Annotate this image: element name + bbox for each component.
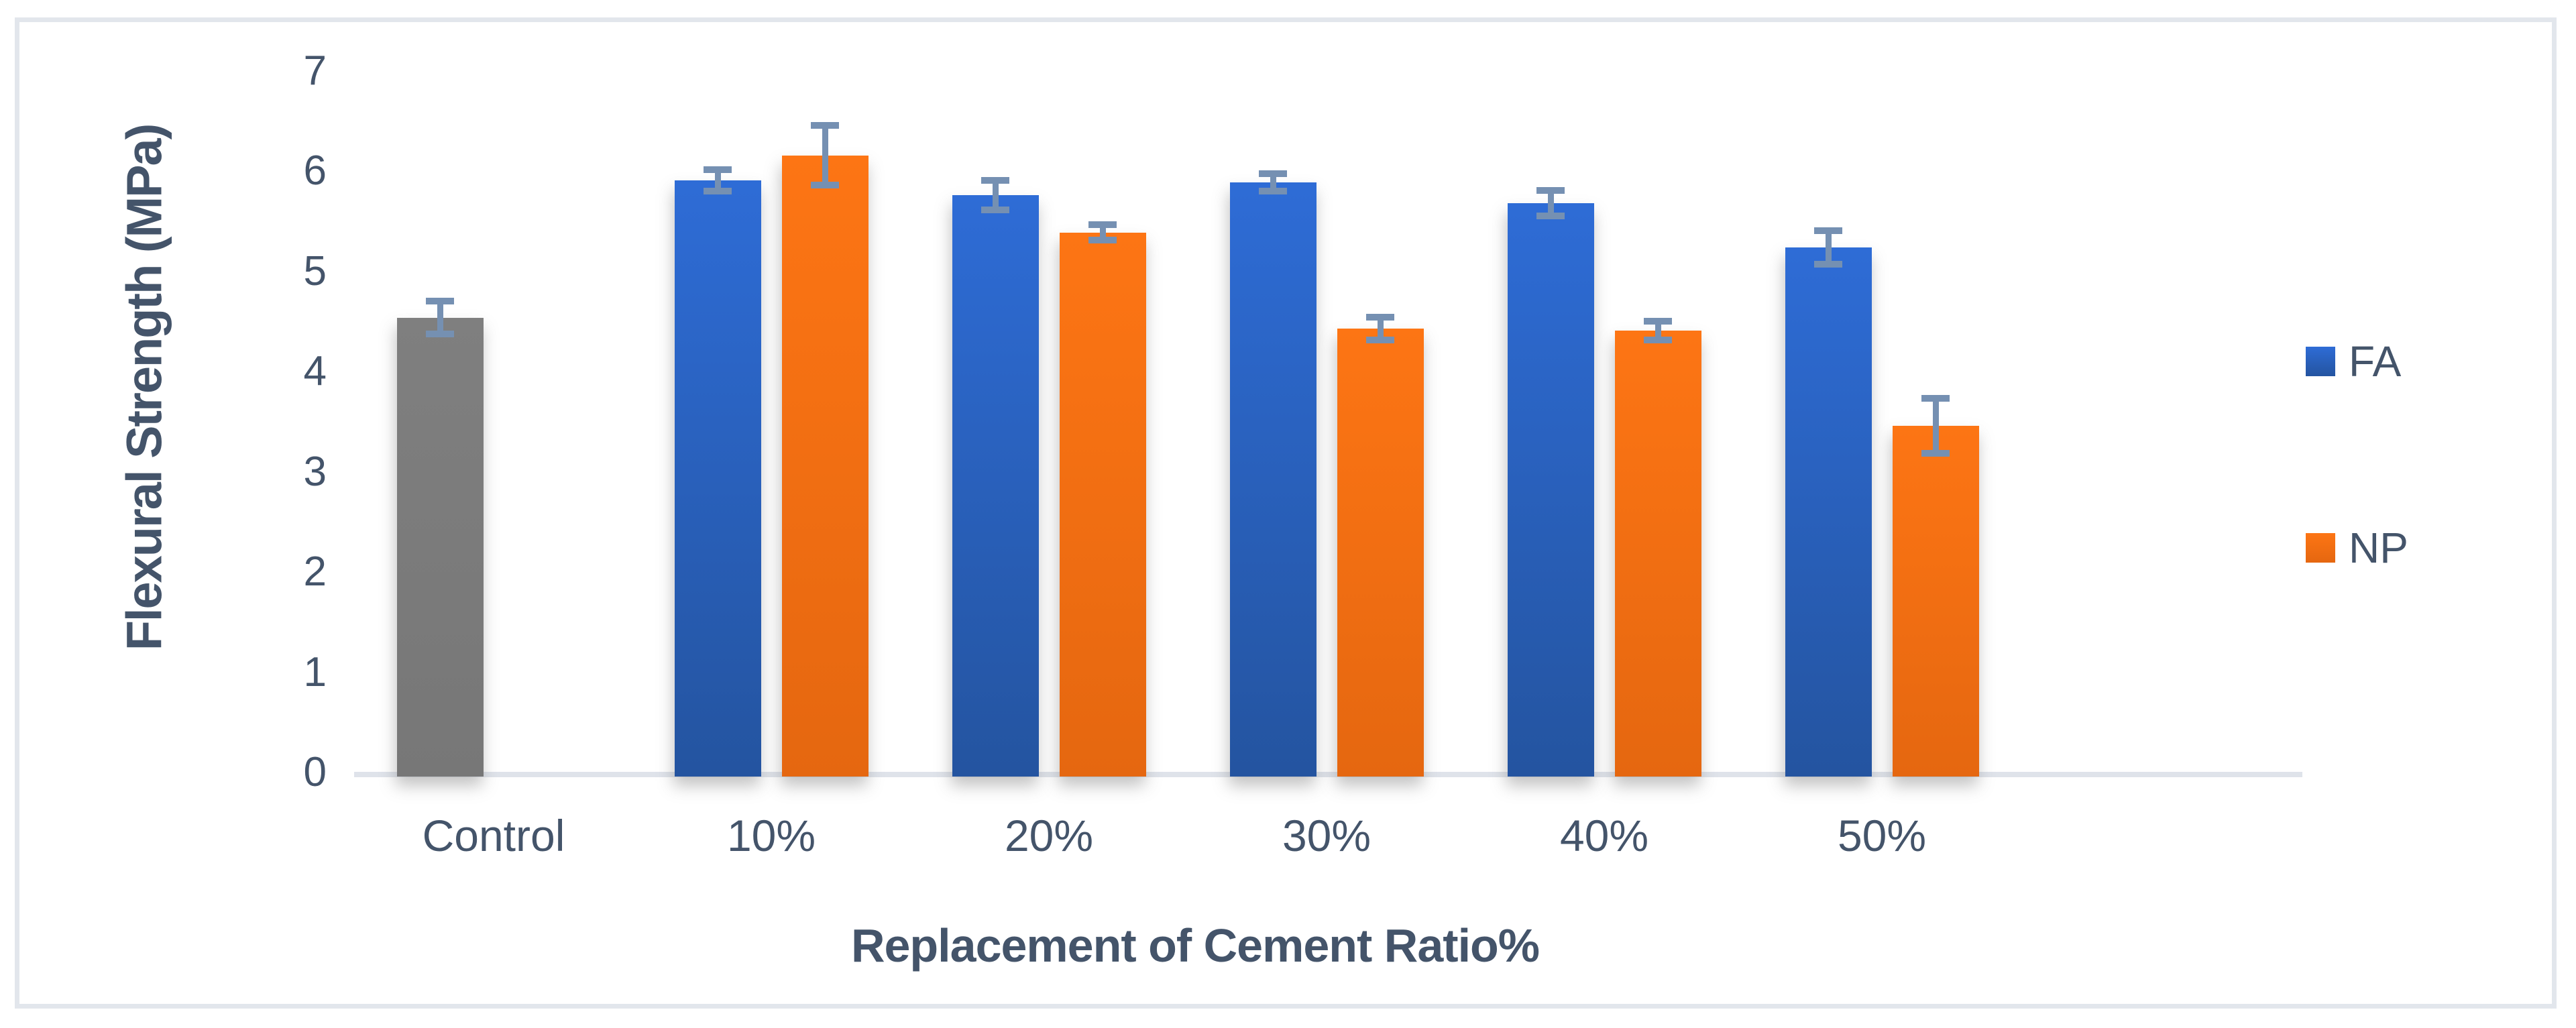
bar-fa-40% [1507, 203, 1594, 777]
x-axis-title: Replacement of Cement Ratio% [850, 919, 1540, 972]
legend-swatch-fa [2306, 347, 2335, 376]
error-bar-np-30% [1366, 313, 1394, 344]
error-bar-np-10% [811, 122, 839, 188]
error-bar-fa-20% [981, 177, 1009, 214]
legend-label-fa: FA [2349, 337, 2402, 386]
y-tick-label-6: 6 [303, 148, 327, 194]
y-tick-label-7: 7 [303, 47, 327, 94]
bar-np-10% [781, 155, 869, 777]
x-tick-label-10%: 10% [726, 811, 816, 860]
error-bar-fa-10% [704, 166, 732, 194]
error-bar-np-40% [1644, 317, 1672, 344]
error-bar-fa-40% [1536, 187, 1565, 220]
bar-np-50% [1892, 425, 1979, 777]
bar-fa-30% [1229, 182, 1317, 777]
bar-fa-20% [952, 195, 1039, 777]
y-tick-label-2: 2 [303, 549, 327, 595]
x-tick-label-20%: 20% [1004, 811, 1094, 860]
bar-np-20% [1059, 232, 1146, 777]
y-tick-label-3: 3 [303, 448, 327, 495]
y-axis-title: Flexural Strength (MPa) [116, 124, 172, 651]
bar-control-control [396, 317, 484, 777]
y-tick-label-5: 5 [303, 247, 327, 294]
x-tick-label-30%: 30% [1282, 811, 1371, 860]
error-bar-np-50% [1921, 394, 1950, 457]
bar-np-40% [1614, 331, 1701, 777]
error-bar-control-control [426, 297, 454, 338]
bar-fa-10% [674, 180, 761, 777]
y-tick-label-4: 4 [303, 348, 327, 395]
x-tick-label-control: Control [422, 811, 565, 860]
y-tick-label-0: 0 [303, 749, 327, 795]
legend-label-np: NP [2349, 524, 2408, 572]
bar-np-30% [1337, 329, 1424, 777]
x-tick-label-50%: 50% [1837, 811, 1927, 860]
error-bar-fa-30% [1259, 170, 1287, 194]
error-bar-np-20% [1088, 221, 1117, 243]
y-tick-label-1: 1 [303, 648, 327, 695]
x-axis-line [354, 772, 2302, 777]
bar-fa-50% [1785, 247, 1872, 777]
x-tick-label-40%: 40% [1559, 811, 1649, 860]
legend-swatch-np [2306, 533, 2335, 563]
error-bar-fa-50% [1814, 227, 1842, 268]
